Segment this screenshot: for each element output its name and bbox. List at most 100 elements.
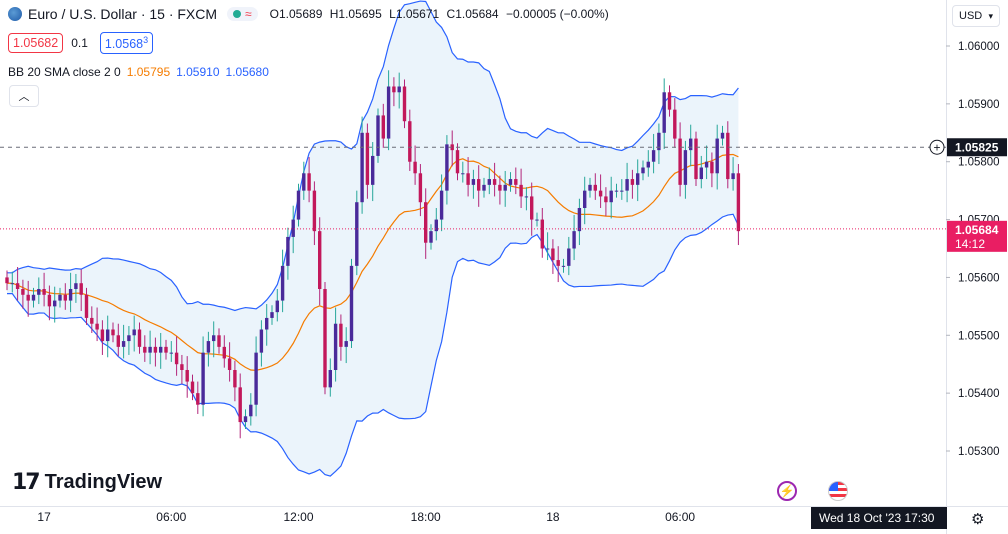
us-flag-event-icon[interactable] — [828, 481, 848, 501]
candle-body — [673, 109, 677, 139]
market-status-pill[interactable]: ≈ — [227, 7, 258, 21]
candle-body — [609, 190, 613, 203]
candle-body — [254, 352, 258, 405]
symbol-title[interactable]: Euro / U.S. Dollar · 15 · FXCM — [28, 6, 218, 22]
candle-body — [355, 202, 359, 266]
candle-body — [307, 173, 311, 191]
candle-body — [206, 341, 211, 353]
candle-body — [275, 300, 279, 313]
y-tick-label: 1.05900 — [958, 99, 1000, 111]
candle-body — [127, 335, 131, 342]
sell-price-button[interactable]: 1.05682 — [8, 33, 64, 54]
candle-body — [551, 248, 555, 261]
candle-body — [445, 144, 449, 191]
candle-body — [159, 346, 163, 353]
candle-body — [466, 173, 470, 185]
candle-body — [392, 86, 396, 93]
currency-label: USD — [959, 10, 983, 22]
candle-body — [291, 219, 295, 237]
candle-body — [286, 236, 290, 266]
candle-body — [726, 132, 730, 180]
open-value: 1.05689 — [278, 7, 323, 21]
globe-icon — [8, 7, 22, 21]
settings-gear-icon[interactable]: ⚙ — [971, 511, 985, 528]
candle-body — [524, 196, 529, 198]
candle-body — [37, 289, 41, 295]
candle-body — [492, 179, 497, 185]
low-value: 1.05671 — [395, 7, 440, 21]
candle-body — [439, 190, 444, 220]
candle-body — [577, 208, 582, 232]
candle-body — [413, 161, 417, 174]
buy-price-button[interactable]: 1.05683 — [99, 32, 154, 55]
y-tick-label: 1.06000 — [958, 41, 1000, 53]
candle-body — [280, 265, 285, 301]
candle-body — [349, 265, 354, 342]
candle-body — [371, 155, 375, 185]
market-open-dot-icon — [233, 10, 242, 18]
collapse-legend-button[interactable]: ︿ — [9, 85, 39, 107]
candle-body — [662, 92, 666, 133]
candle-body — [620, 190, 624, 192]
candle-body — [720, 132, 725, 139]
candle-body — [26, 294, 30, 301]
high-value: 1.05695 — [338, 7, 382, 21]
candle-body — [302, 173, 306, 191]
y-tick-label: 1.05800 — [958, 157, 1000, 169]
plus-glyph: + — [933, 140, 940, 154]
symbol-legend: Euro / U.S. Dollar · 15 · FXCM ≈ O1.0568… — [8, 6, 613, 22]
add-alert-plus-icon — [929, 139, 945, 155]
candle-body — [657, 132, 661, 151]
candle-body — [42, 289, 46, 295]
candle-body — [84, 294, 89, 318]
candle-body — [678, 138, 682, 185]
candle-body — [651, 150, 656, 162]
candle-body — [265, 317, 269, 330]
bollinger-upper-line — [7, 0, 739, 312]
candle-body — [10, 283, 14, 285]
candle-body — [143, 346, 147, 353]
candle-body — [641, 167, 645, 174]
candle-body — [227, 358, 232, 370]
candle-body — [471, 179, 476, 185]
flash-event-icon[interactable]: ⚡ — [777, 481, 797, 501]
candle-body — [689, 138, 693, 151]
candle-body — [736, 173, 741, 232]
last-price-label-bg — [947, 220, 1007, 252]
tradingview-logo-icon: 17 — [12, 470, 41, 495]
candle-body — [365, 132, 370, 185]
indicator-legend[interactable]: BB 20 SMA close 2 0 1.05795 1.05910 1.05… — [8, 65, 269, 79]
candle-body — [424, 202, 428, 243]
candle-body — [212, 335, 216, 342]
candle-body — [694, 138, 698, 180]
candle-body — [402, 86, 407, 122]
candle-body — [418, 173, 423, 203]
y-tick-label: 1.05400 — [958, 388, 1000, 400]
candle-body — [360, 132, 364, 203]
currency-select[interactable]: USD ▾ — [952, 5, 1000, 27]
candle-body — [132, 329, 136, 336]
candle-body — [31, 294, 36, 301]
candle-body — [190, 381, 195, 394]
ask-main: 1.0568 — [104, 37, 144, 52]
tradingview-logo[interactable]: 17 TradingView — [12, 470, 162, 495]
spread-value: 0.1 — [71, 36, 88, 51]
candle-body — [376, 115, 380, 156]
bid-ask-row: 1.05682 0.1 1.05683 — [8, 32, 154, 55]
candle-body — [153, 346, 158, 353]
candle-body — [508, 179, 513, 185]
candle-body — [116, 335, 120, 347]
candle-body — [328, 370, 332, 388]
candle-body — [296, 190, 301, 220]
indicator-basis-value: 1.05795 — [126, 65, 171, 79]
candle-body — [545, 248, 550, 250]
candle-body — [47, 294, 52, 307]
candle-body — [196, 393, 200, 405]
candle-body — [498, 184, 502, 191]
candle-body — [514, 179, 518, 185]
x-tick-label: 17 — [37, 510, 51, 524]
ohlc-values: O1.05689 H1.05695 L1.05671 C1.05684 −0.0… — [270, 7, 613, 21]
ask-sup: 3 — [143, 35, 149, 45]
candle-body — [625, 179, 629, 191]
